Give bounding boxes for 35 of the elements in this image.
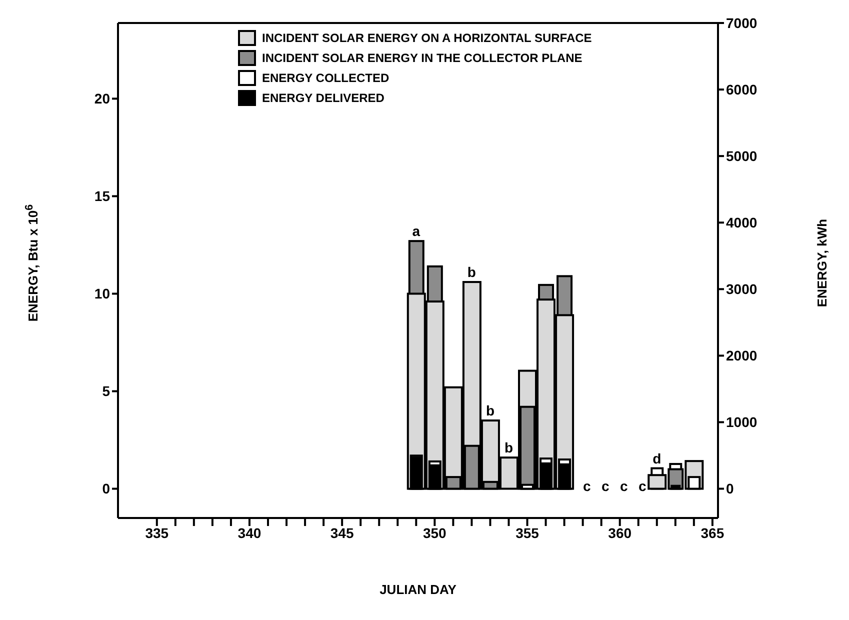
y2-tick-label: 2000 [726, 348, 758, 364]
y-tick-label: 5 [102, 383, 110, 400]
legend-label: ENERGY DELIVERED [262, 91, 384, 105]
annotation: b [486, 402, 495, 418]
annotation: d [652, 450, 662, 466]
legend-label: INCIDENT SOLAR ENERGY ON A HORIZONTAL SURFACE [262, 31, 592, 45]
annotation: c [583, 478, 591, 494]
x-tick-label: 365 [700, 524, 724, 541]
x-tick-label: 345 [330, 524, 354, 541]
annotation: a [412, 223, 420, 240]
y2-tick-label: 3000 [726, 281, 758, 298]
annotation: c [620, 478, 628, 494]
y-tick-label: 0 [102, 480, 110, 497]
y2-tick-label: 5000 [726, 148, 758, 164]
y-tick-label: 15 [94, 188, 110, 204]
x-tick-label: 335 [145, 524, 169, 541]
y2-axis-title: ENERGY, kWh [814, 218, 830, 308]
y-tick-label: 20 [94, 90, 110, 107]
y2-tick-label: 7000 [726, 14, 758, 31]
y2-tick-label: 0 [726, 480, 734, 497]
annotation: b [467, 264, 476, 280]
annotation: c [638, 478, 646, 494]
y2-tick-label: 6000 [726, 82, 758, 98]
x-tick-label: 360 [608, 524, 632, 541]
annotation: c [602, 478, 610, 494]
y-tick-label: 10 [94, 286, 110, 302]
x-tick-label: 340 [238, 524, 262, 541]
legend-label: INCIDENT SOLAR ENERGY IN THE COLLECTOR PLANE [262, 51, 582, 65]
x-tick-label: 355 [516, 524, 540, 541]
legend-label: ENERGY COLLECTED [262, 71, 390, 85]
y2-tick-label: 1000 [726, 414, 758, 430]
x-tick-label: 350 [422, 524, 447, 541]
x-axis-title: JULIAN DAY [378, 582, 458, 597]
annotation: b [504, 440, 514, 456]
y2-tick-label: 4000 [726, 214, 758, 231]
